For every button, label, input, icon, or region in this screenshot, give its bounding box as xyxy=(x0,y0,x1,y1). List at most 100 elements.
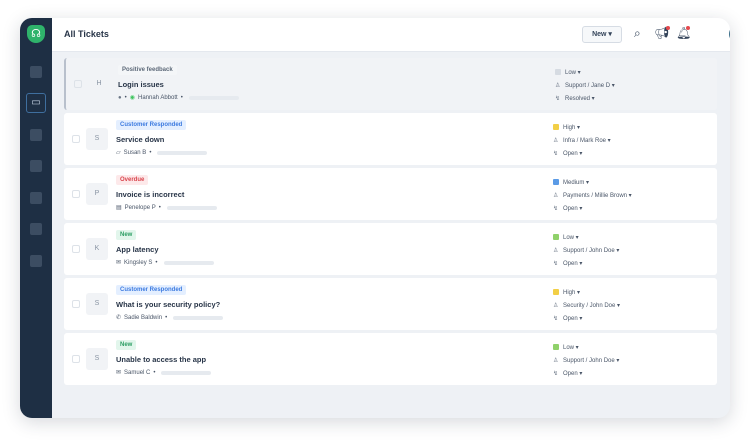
sidebar-item-5[interactable] xyxy=(30,192,42,204)
ticket-properties: High ▾ ♙ Security / John Doe ▾ ↯ Open ▾ xyxy=(553,287,620,326)
priority-dropdown[interactable]: Low ▾ xyxy=(553,342,619,355)
sidebar-item-tickets-icon[interactable]: ▭ xyxy=(26,93,46,113)
contact-avatar: S xyxy=(86,293,108,315)
status-badge: Customer Responded xyxy=(116,120,187,130)
notification-dot xyxy=(666,26,670,30)
sidebar-item-1[interactable] xyxy=(30,66,42,78)
ticket-meta: ● • ◉ Hannah Abbott • xyxy=(118,94,239,101)
ticket-meta: ✆ Sadie Baldwin • xyxy=(116,314,224,321)
group-dropdown[interactable]: ♙ Support / Jane D ▾ xyxy=(555,80,615,93)
sidebar-item-6[interactable] xyxy=(30,223,42,235)
email-icon: ✉ xyxy=(116,260,122,266)
ticket-meta: ✉ Kingsley S • xyxy=(116,259,214,266)
ticket-row[interactable]: S Customer Responded Service down ▱ Susan… xyxy=(64,113,717,165)
ticket-properties: High ▾ ♙ Infra / Mark Roe ▾ ↯ Open ▾ xyxy=(553,122,611,161)
group-dropdown[interactable]: ♙ Payments / Millie Brown ▾ xyxy=(553,190,632,203)
contact-avatar: S xyxy=(86,348,108,370)
ticket-subject[interactable]: App latency xyxy=(116,245,159,254)
status-dropdown[interactable]: ↯ Open ▾ xyxy=(553,148,611,161)
megaphone-icon[interactable]: 📢︎ xyxy=(654,26,670,40)
page-title: All Tickets xyxy=(64,29,109,39)
ticket-subject[interactable]: Service down xyxy=(116,135,165,144)
ticket-subject[interactable]: What is your security policy? xyxy=(116,300,221,309)
ticket-properties: Medium ▾ ♙ Payments / Millie Brown ▾ ↯ Ope… xyxy=(553,177,632,216)
priority-swatch xyxy=(553,234,559,240)
placeholder-bar xyxy=(188,95,239,100)
agent-icon: ♙ xyxy=(553,303,559,309)
placeholder-bar xyxy=(166,205,217,210)
agent-icon: ♙ xyxy=(553,138,559,144)
group-dropdown[interactable]: ♙ Infra / Mark Roe ▾ xyxy=(553,135,611,148)
app-window: ☊ ▭ All Tickets New ▾ ⌕ 📢︎ 🔔︎ H Positive… xyxy=(20,18,730,418)
status-dropdown[interactable]: ↯ Open ▾ xyxy=(553,203,632,216)
sidebar-item-4[interactable] xyxy=(30,160,42,172)
new-button[interactable]: New ▾ xyxy=(582,26,622,43)
contact-avatar: P xyxy=(86,183,108,205)
placeholder-bar xyxy=(173,315,224,320)
status-icon: ↯ xyxy=(553,371,559,377)
placeholder-bar xyxy=(163,260,214,265)
agent-icon: ♙ xyxy=(553,248,559,254)
ticket-subject[interactable]: Login issues xyxy=(118,80,164,89)
ticket-meta: ✉ Samuel C • xyxy=(116,369,212,376)
ticket-meta: ▱ Susan B • xyxy=(116,149,208,156)
status-badge: Overdue xyxy=(116,175,149,185)
ticket-row[interactable]: S Customer Responded What is your securi… xyxy=(64,278,717,330)
priority-dropdown[interactable]: High ▾ xyxy=(553,287,620,300)
placeholder-bar xyxy=(157,150,208,155)
sidebar-item-7[interactable] xyxy=(30,255,42,267)
ticket-row[interactable]: S New Unable to access the app ✉ Samuel C… xyxy=(64,333,717,385)
group-dropdown[interactable]: ♙ Security / John Doe ▾ xyxy=(553,300,620,313)
status-badge: Customer Responded xyxy=(116,285,187,295)
contact-name[interactable]: Kingsley S xyxy=(124,259,153,266)
row-checkbox[interactable] xyxy=(72,190,80,198)
ticket-subject[interactable]: Unable to access the app xyxy=(116,355,207,364)
row-checkbox[interactable] xyxy=(72,245,80,253)
ticket-row[interactable]: H Positive feedback Login issues ● • ◉ Hann… xyxy=(64,58,717,110)
priority-swatch xyxy=(553,179,559,185)
status-dropdown[interactable]: ↯ Open ▾ xyxy=(553,258,619,271)
priority-dropdown[interactable]: Low ▾ xyxy=(553,232,619,245)
status-dropdown[interactable]: ↯ Resolved ▾ xyxy=(555,93,615,106)
ticket-properties: Low ▾ ♙ Support / John Doe ▾ ↯ Open ▾ xyxy=(553,232,619,271)
contact-name[interactable]: Penelope P xyxy=(124,204,156,211)
notification-dot xyxy=(686,26,690,30)
priority-dropdown[interactable]: Low ▾ xyxy=(555,67,615,80)
ticket-meta: ▤ Penelope P • xyxy=(116,204,217,211)
sidebar-item-3[interactable] xyxy=(30,129,42,141)
priority-dropdown[interactable]: Medium ▾ xyxy=(553,177,632,190)
priority-dropdown[interactable]: High ▾ xyxy=(553,122,611,135)
row-checkbox[interactable] xyxy=(72,300,80,308)
row-checkbox[interactable] xyxy=(74,80,82,88)
row-checkbox[interactable] xyxy=(72,355,80,363)
contact-avatar: S xyxy=(86,128,108,150)
chat-icon: ▱ xyxy=(116,150,121,156)
contact-name[interactable]: Hannah Abbott xyxy=(137,94,178,101)
headset-logo-icon[interactable]: ☊ xyxy=(27,25,45,43)
priority-swatch xyxy=(553,124,559,130)
search-icon[interactable]: ⌕ xyxy=(634,26,641,40)
status-icon: ↯ xyxy=(553,316,559,322)
contact-avatar: H xyxy=(88,73,110,95)
status-dropdown[interactable]: ↯ Open ▾ xyxy=(553,313,620,326)
status-badge: New xyxy=(116,230,137,240)
contact-name[interactable]: Sadie Baldwin xyxy=(124,314,163,321)
group-dropdown[interactable]: ♙ Support / John Doe ▾ xyxy=(553,245,619,258)
status-badge: New xyxy=(116,340,137,350)
globe-icon: ● xyxy=(118,94,122,101)
row-checkbox[interactable] xyxy=(72,135,80,143)
whatsapp-icon: ◉ xyxy=(129,95,135,101)
contact-name[interactable]: Susan B xyxy=(123,149,147,156)
ticket-row[interactable]: K New App latency ✉ Kingsley S • Low ▾ ♙ Su… xyxy=(64,223,717,275)
user-avatar[interactable] xyxy=(729,25,730,43)
status-badge: Positive feedback xyxy=(118,65,177,75)
header: All Tickets New ▾ ⌕ 📢︎ 🔔︎ xyxy=(52,18,730,52)
status-dropdown[interactable]: ↯ Open ▾ xyxy=(553,368,619,381)
ticket-row[interactable]: P Overdue Invoice is incorrect ▤ Penelope… xyxy=(64,168,717,220)
ticket-properties: Low ▾ ♙ Support / John Doe ▾ ↯ Open ▾ xyxy=(553,342,619,381)
contact-name[interactable]: Samuel C xyxy=(124,369,151,376)
ticket-subject[interactable]: Invoice is incorrect xyxy=(116,190,185,199)
status-icon: ↯ xyxy=(555,96,561,102)
group-dropdown[interactable]: ♙ Support / John Doe ▾ xyxy=(553,355,619,368)
form-icon: ▤ xyxy=(116,205,122,211)
